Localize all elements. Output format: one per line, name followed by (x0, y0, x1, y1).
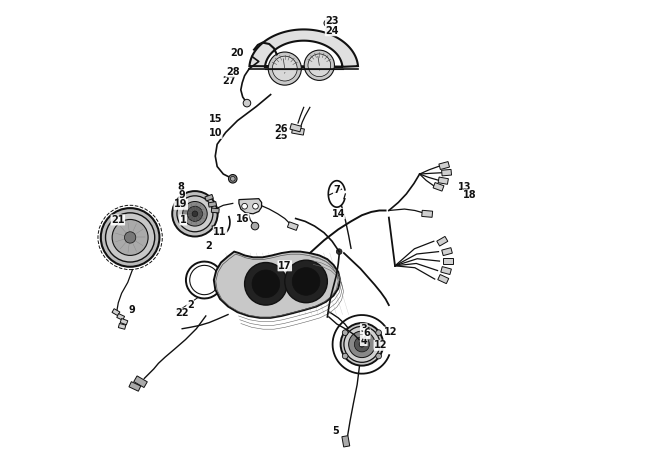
Bar (112, 309, 120, 315)
Text: 2: 2 (187, 300, 194, 310)
Text: 13: 13 (458, 182, 471, 192)
Text: r: r (284, 71, 285, 75)
Text: 5: 5 (332, 426, 339, 437)
Polygon shape (250, 29, 358, 67)
Text: 18: 18 (462, 190, 476, 200)
Circle shape (244, 263, 287, 305)
Circle shape (243, 99, 251, 107)
Text: 3: 3 (360, 324, 367, 334)
Text: 9: 9 (179, 190, 185, 200)
Bar (205, 194, 213, 201)
Circle shape (359, 342, 365, 347)
Bar (438, 177, 448, 184)
Circle shape (230, 176, 235, 181)
Text: 15: 15 (209, 114, 222, 124)
Circle shape (183, 201, 207, 226)
Bar (290, 123, 302, 132)
Text: 27: 27 (223, 76, 236, 87)
Text: 24: 24 (326, 26, 339, 36)
Text: 23: 23 (326, 16, 339, 26)
Text: 21: 21 (111, 215, 125, 225)
Bar (129, 382, 141, 391)
Text: 25: 25 (275, 131, 288, 141)
Bar (287, 222, 298, 230)
Circle shape (124, 232, 136, 243)
Text: 12: 12 (384, 327, 397, 337)
Circle shape (272, 56, 297, 81)
Circle shape (192, 211, 198, 217)
Bar (437, 274, 448, 284)
Text: 10: 10 (209, 128, 222, 139)
Circle shape (326, 27, 331, 32)
Circle shape (172, 191, 218, 236)
Text: 17: 17 (278, 261, 292, 271)
Text: 19: 19 (174, 199, 187, 210)
Circle shape (112, 219, 148, 255)
Circle shape (242, 203, 248, 209)
Text: 4: 4 (360, 335, 367, 346)
Bar (433, 183, 444, 191)
Bar (441, 267, 451, 274)
Circle shape (101, 208, 159, 267)
Circle shape (308, 54, 331, 77)
Text: 16: 16 (235, 213, 249, 224)
Circle shape (229, 175, 237, 183)
Circle shape (292, 268, 320, 295)
Circle shape (285, 260, 328, 303)
Text: 26: 26 (275, 123, 288, 134)
Text: 12: 12 (374, 340, 387, 350)
Circle shape (252, 270, 280, 298)
Text: 1: 1 (179, 215, 187, 225)
Circle shape (336, 249, 342, 254)
Bar (292, 127, 304, 135)
Circle shape (354, 337, 369, 352)
Bar (342, 436, 350, 447)
Circle shape (341, 323, 384, 366)
Circle shape (344, 326, 380, 362)
Bar (443, 258, 452, 264)
Text: 28: 28 (226, 67, 240, 77)
Bar (211, 208, 219, 213)
Circle shape (251, 222, 259, 230)
Bar (422, 210, 433, 217)
Text: 7: 7 (333, 185, 340, 195)
Circle shape (105, 213, 155, 262)
Polygon shape (239, 199, 261, 214)
Bar (120, 318, 128, 325)
Bar (437, 236, 448, 246)
Text: 14: 14 (332, 209, 345, 219)
Text: 9: 9 (129, 305, 135, 315)
Circle shape (304, 50, 335, 80)
Text: 6: 6 (363, 328, 370, 339)
Text: 2: 2 (206, 241, 213, 251)
Bar (209, 201, 216, 207)
Circle shape (324, 20, 331, 26)
Circle shape (187, 206, 203, 221)
Bar (439, 162, 450, 169)
Bar (442, 248, 452, 255)
Bar (441, 169, 452, 176)
Circle shape (376, 330, 382, 335)
Bar (134, 376, 148, 387)
Circle shape (343, 330, 348, 335)
Text: 22: 22 (176, 308, 189, 318)
Polygon shape (214, 252, 340, 318)
Circle shape (376, 353, 382, 359)
Circle shape (253, 203, 258, 209)
Text: 11: 11 (213, 227, 227, 237)
Circle shape (177, 196, 213, 232)
Text: 20: 20 (231, 48, 244, 58)
Circle shape (343, 353, 348, 359)
Text: 8: 8 (177, 182, 184, 192)
Circle shape (348, 331, 375, 358)
Bar (117, 314, 125, 320)
Text: r: r (318, 68, 320, 72)
Circle shape (268, 52, 302, 85)
Bar (118, 324, 126, 329)
